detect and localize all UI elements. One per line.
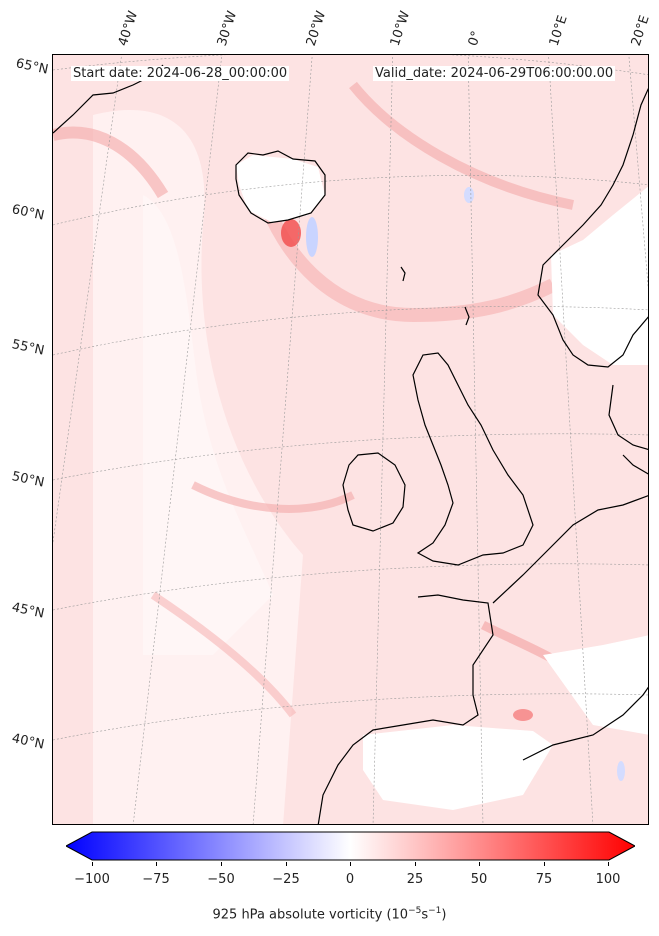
- cbar-tick-label: −50: [207, 872, 235, 887]
- colorbar-title-prefix: 925 hPa absolute vorticity (10: [212, 907, 409, 923]
- cbar-tick-label: 0: [345, 872, 355, 887]
- lat-label-65n: 65°N: [14, 56, 50, 78]
- cbar-tick-label: 100: [595, 872, 621, 887]
- lon-label-40w: 40°W: [115, 9, 142, 48]
- colorbar-title-mid: s: [421, 907, 429, 923]
- lon-label-10e: 10°E: [546, 13, 571, 49]
- cbar-tick-label: −25: [272, 872, 300, 887]
- colorbar-title-suffix: ): [441, 907, 447, 923]
- lon-label-0: 0°: [465, 29, 485, 48]
- cbar-tickmark: [415, 862, 416, 866]
- cbar-tickmark: [92, 862, 93, 866]
- cbar-tickmark: [286, 862, 287, 866]
- colorbar: [64, 831, 637, 861]
- cbar-tickmark: [608, 862, 609, 866]
- lat-label-45n: 45°N: [10, 600, 46, 622]
- start-date-label: Start date: 2024-06-28_00:00:00: [71, 66, 290, 81]
- lon-label-20w: 20°W: [303, 9, 330, 48]
- valid-date-label: Valid_date: 2024-06-29T06:00:00.00: [373, 66, 616, 81]
- vorticity-field: [53, 55, 648, 824]
- lat-label-50n: 50°N: [10, 469, 46, 491]
- cbar-tickmark: [350, 862, 351, 866]
- cbar-tickmark: [156, 862, 157, 866]
- cbar-tickmark: [221, 862, 222, 866]
- colorbar-title: 925 hPa absolute vorticity (10−5s−1): [0, 906, 659, 922]
- colorbar-graphic: [64, 831, 637, 861]
- cbar-tick-label: −75: [142, 872, 170, 887]
- lon-label-20e: 20°E: [628, 13, 653, 49]
- cbar-tickmark: [479, 862, 480, 866]
- cbar-tick-label: −100: [74, 872, 110, 887]
- lat-label-40n: 40°N: [10, 731, 46, 753]
- cbar-tickmark: [544, 862, 545, 866]
- cbar-tick-label: 25: [406, 872, 424, 887]
- cbar-tick-label: 50: [470, 872, 488, 887]
- colorbar-title-exp1: −5: [408, 906, 422, 916]
- cbar-tick-label: 75: [535, 872, 553, 887]
- map-panel[interactable]: [52, 54, 649, 825]
- lat-label-55n: 55°N: [10, 337, 46, 359]
- colorbar-title-exp2: −1: [428, 906, 442, 916]
- lon-label-30w: 30°W: [214, 9, 241, 48]
- lat-label-60n: 60°N: [10, 202, 46, 224]
- lon-label-10w: 10°W: [387, 9, 414, 48]
